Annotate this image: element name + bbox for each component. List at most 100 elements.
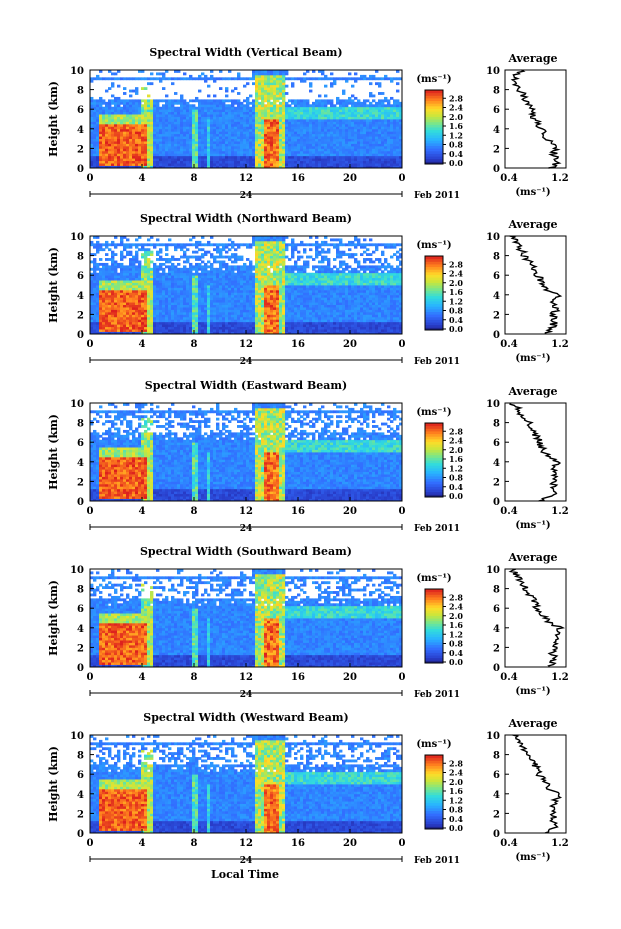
- heatmap-cell: [177, 101, 181, 105]
- heatmap-cell: [261, 150, 265, 154]
- heatmap-cell: [129, 253, 133, 256]
- heatmap-cell: [126, 101, 130, 105]
- heatmap-cell: [183, 109, 187, 113]
- heatmap-cell: [99, 133, 103, 137]
- heatmap-cell: [189, 324, 193, 328]
- heatmap-cell: [129, 326, 133, 330]
- heatmap-cell: [396, 128, 400, 132]
- heatmap-cell: [189, 299, 193, 303]
- heatmap-cell: [207, 94, 211, 98]
- heatmap-cell: [345, 158, 349, 162]
- heatmap-cell: [270, 121, 274, 125]
- heatmap-cell: [153, 165, 157, 169]
- heatmap-cell: [183, 165, 187, 169]
- heatmap-cell: [153, 150, 157, 154]
- heatmap-cell: [168, 101, 172, 105]
- heatmap-cell: [303, 79, 307, 83]
- heatmap-cell: [345, 131, 349, 135]
- heatmap-cell: [321, 104, 325, 108]
- heatmap-cell: [237, 165, 241, 169]
- heatmap-cell: [186, 285, 190, 288]
- heatmap-cell: [390, 79, 394, 83]
- heatmap-cell: [144, 307, 148, 310]
- heatmap-cell: [105, 77, 109, 81]
- heatmap-cell: [90, 326, 94, 330]
- heatmap-cell: [219, 136, 223, 139]
- heatmap-cell: [219, 160, 223, 164]
- heatmap-cell: [264, 128, 268, 132]
- heatmap-cell: [96, 316, 100, 320]
- heatmap-cell: [366, 77, 370, 81]
- heatmap-cell: [354, 143, 358, 147]
- colorbar: [425, 90, 443, 165]
- heatmap-cell: [192, 145, 196, 149]
- heatmap-cell: [234, 309, 238, 313]
- heatmap-cell: [162, 136, 166, 139]
- heatmap-cell: [276, 114, 280, 117]
- heatmap-cell: [330, 138, 334, 142]
- heatmap-cell: [321, 121, 325, 125]
- heatmap-cell: [153, 243, 157, 247]
- heatmap-cell: [159, 72, 163, 76]
- heatmap-cell: [99, 145, 103, 149]
- heatmap-cell: [396, 116, 400, 120]
- heatmap-cell: [111, 150, 115, 154]
- heatmap-cell: [189, 272, 193, 276]
- heatmap-cell: [318, 136, 322, 139]
- heatmap-cell: [135, 319, 139, 323]
- heatmap-cell: [231, 285, 235, 288]
- heatmap-cell: [213, 114, 217, 117]
- heatmap-cell: [114, 287, 118, 291]
- heatmap-cell: [216, 316, 220, 320]
- heatmap-cell: [174, 309, 178, 313]
- heatmap-cell: [324, 101, 328, 105]
- heatmap-cell: [171, 126, 175, 130]
- heatmap-cell: [336, 153, 340, 157]
- heatmap-cell: [252, 116, 256, 120]
- heatmap-cell: [246, 128, 250, 132]
- heatmap-cell: [270, 138, 274, 142]
- heatmap-cell: [363, 104, 367, 108]
- heatmap-cell: [195, 77, 199, 81]
- heatmap-cell: [252, 131, 256, 135]
- heatmap-cell: [243, 136, 247, 139]
- heatmap-cell: [147, 128, 151, 132]
- heatmap-cell: [354, 79, 358, 83]
- heatmap-cell: [273, 133, 277, 137]
- heatmap-cell: [384, 148, 388, 152]
- heatmap-cell: [90, 292, 94, 296]
- heatmap-cell: [360, 160, 364, 164]
- heatmap-cell: [210, 311, 214, 315]
- heatmap-cell: [243, 148, 247, 152]
- heatmap-cell: [120, 158, 124, 162]
- heatmap-cell: [90, 123, 94, 127]
- heatmap-cell: [273, 87, 277, 90]
- heatmap-cell: [141, 248, 145, 252]
- heatmap-cell: [198, 309, 202, 313]
- heatmap-cell: [171, 128, 175, 132]
- heatmap-cell: [150, 280, 154, 283]
- heatmap-cell: [123, 248, 127, 252]
- heatmap-cell: [342, 143, 346, 147]
- heatmap-cell: [192, 116, 196, 120]
- heatmap-cell: [399, 143, 403, 147]
- heatmap-cell: [144, 262, 148, 266]
- heatmap-cell: [222, 282, 226, 286]
- heatmap-cell: [117, 84, 121, 88]
- heatmap-cell: [279, 74, 283, 78]
- heatmap-cell: [240, 324, 244, 328]
- heatmap-cell: [159, 272, 163, 276]
- heatmap-cell: [381, 111, 385, 115]
- heatmap-cell: [279, 145, 283, 149]
- heatmap-cell: [243, 77, 247, 81]
- heatmap-cell: [99, 299, 103, 303]
- heatmap-cell: [204, 321, 208, 325]
- heatmap-cell: [171, 292, 175, 296]
- heatmap-cell: [390, 114, 394, 117]
- heatmap-cell: [108, 326, 112, 330]
- heatmap-cell: [96, 158, 100, 162]
- heatmap-cell: [90, 314, 94, 318]
- heatmap-cell: [144, 243, 148, 247]
- heatmap-cell: [93, 262, 97, 266]
- heatmap-cell: [282, 89, 286, 93]
